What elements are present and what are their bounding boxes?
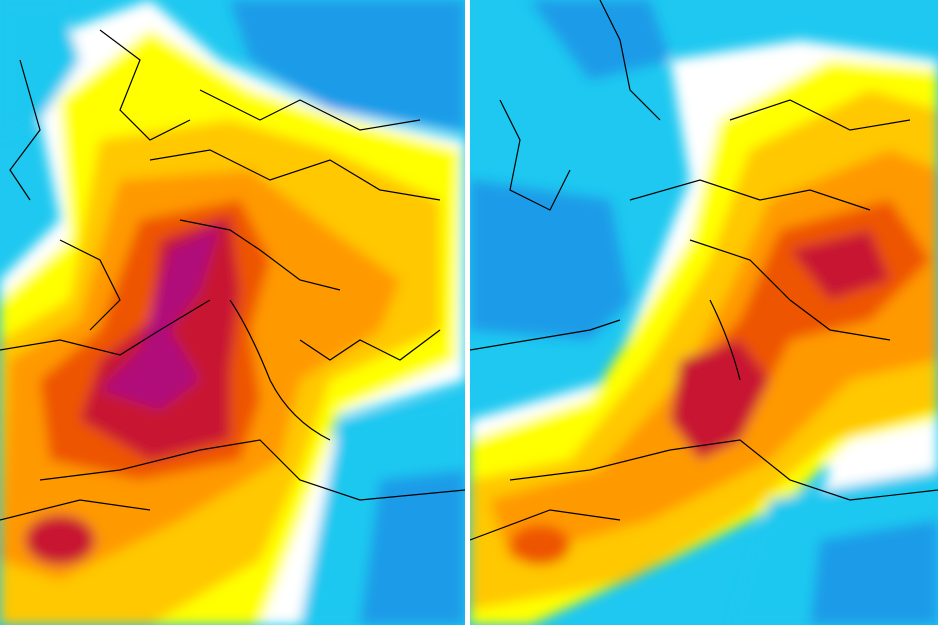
right-map-canvas <box>470 0 938 625</box>
left-map-canvas <box>0 0 465 625</box>
right-temperature-map <box>470 0 938 625</box>
country-borders <box>0 29 465 521</box>
panel-divider <box>465 0 470 625</box>
left-temperature-map <box>0 0 465 625</box>
country-borders <box>470 0 938 541</box>
